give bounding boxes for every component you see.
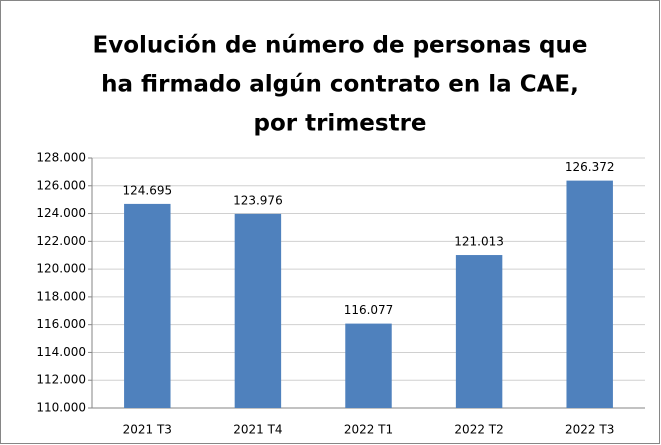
chart-title: ha firmado algún contrato en la CAE,	[101, 72, 579, 98]
x-tick-label: 2021 T3	[123, 423, 172, 437]
data-label: 121.013	[454, 235, 504, 249]
y-tick-label: 126.000	[36, 178, 86, 192]
y-tick-label: 112.000	[36, 373, 86, 387]
data-label: 124.695	[122, 183, 172, 197]
x-tick-label: 2021 T4	[233, 423, 282, 437]
y-tick-label: 124.000	[36, 206, 86, 220]
bar	[455, 255, 503, 408]
bar	[124, 203, 171, 408]
y-tick-label: 110.000	[36, 401, 86, 415]
y-tick-label: 116.000	[36, 317, 86, 331]
x-tick-label: 2022 T3	[565, 423, 614, 437]
y-tick-label: 128.000	[36, 151, 86, 165]
x-tick-label: 2022 T2	[454, 423, 503, 437]
bar	[234, 213, 282, 408]
bar	[566, 180, 613, 408]
data-label: 116.077	[344, 303, 394, 317]
bar	[345, 323, 392, 408]
x-tick-label: 2022 T1	[344, 423, 393, 437]
data-label: 126.372	[565, 160, 615, 174]
y-tick-label: 114.000	[36, 345, 86, 359]
y-tick-label: 122.000	[36, 234, 86, 248]
y-tick-label: 120.000	[36, 262, 86, 276]
y-tick-label: 118.000	[36, 289, 86, 303]
chart-title: Evolución de número de personas que	[93, 33, 588, 59]
chart-title: por trimestre	[253, 111, 426, 137]
data-label: 123.976	[233, 193, 283, 207]
